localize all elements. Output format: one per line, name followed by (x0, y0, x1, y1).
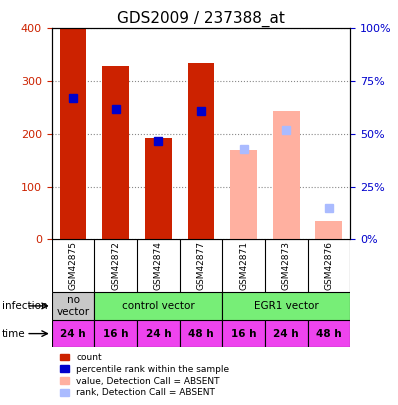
Text: 48 h: 48 h (188, 328, 214, 339)
Text: 16 h: 16 h (231, 328, 256, 339)
Text: control vector: control vector (122, 301, 195, 311)
Text: GSM42872: GSM42872 (111, 241, 120, 290)
Title: GDS2009 / 237388_at: GDS2009 / 237388_at (117, 11, 285, 27)
Bar (94, 292, 222, 320)
Bar (145, 138, 172, 239)
Text: GSM42873: GSM42873 (282, 241, 291, 290)
Bar (137, 320, 179, 347)
Bar (102, 66, 129, 239)
Bar (230, 150, 257, 239)
Text: GSM42871: GSM42871 (239, 241, 248, 290)
Text: GSM42877: GSM42877 (197, 241, 205, 290)
Text: infection: infection (2, 301, 48, 311)
Text: GSM42875: GSM42875 (68, 241, 78, 290)
Bar (316, 221, 342, 239)
Text: 24 h: 24 h (273, 328, 299, 339)
Text: 24 h: 24 h (146, 328, 171, 339)
Bar (222, 320, 265, 347)
Bar (265, 320, 308, 347)
Text: no
vector: no vector (57, 295, 90, 317)
Bar (52, 320, 94, 347)
Text: GSM42874: GSM42874 (154, 241, 163, 290)
Text: 48 h: 48 h (316, 328, 342, 339)
Text: EGR1 vector: EGR1 vector (254, 301, 319, 311)
Text: 24 h: 24 h (60, 328, 86, 339)
Text: time: time (2, 328, 25, 339)
Text: 16 h: 16 h (103, 328, 129, 339)
Bar (187, 63, 215, 239)
Bar (52, 292, 94, 320)
Bar (273, 111, 300, 239)
Bar (222, 292, 350, 320)
Bar (308, 320, 350, 347)
Legend: count, percentile rank within the sample, value, Detection Call = ABSENT, rank, : count, percentile rank within the sample… (56, 350, 233, 401)
Bar (94, 320, 137, 347)
Text: GSM42876: GSM42876 (324, 241, 334, 290)
Bar (60, 28, 86, 239)
Bar (179, 320, 222, 347)
